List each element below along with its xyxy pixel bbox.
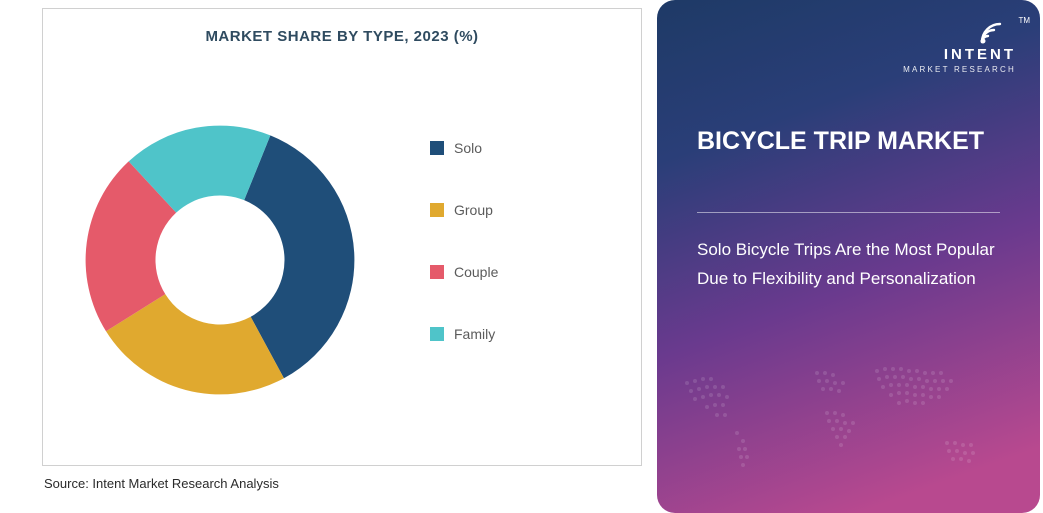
legend-item-solo: Solo bbox=[430, 140, 498, 156]
divider-line bbox=[697, 212, 1000, 213]
legend-label: Couple bbox=[454, 264, 498, 280]
brand-logo: INTENTTM MARKET RESEARCH bbox=[903, 18, 1016, 74]
logo-signal-icon bbox=[976, 18, 1016, 44]
root: MARKET SHARE BY TYPE, 2023 (%) Solo Group… bbox=[0, 0, 1043, 513]
legend-label: Solo bbox=[454, 140, 482, 156]
donut-svg bbox=[80, 120, 360, 400]
legend-swatch bbox=[430, 141, 444, 155]
world-map-bg bbox=[657, 323, 1040, 513]
legend-item-family: Family bbox=[430, 326, 498, 342]
logo-tm: TM bbox=[1018, 16, 1030, 25]
headline: BICYCLE TRIP MARKET bbox=[697, 126, 1004, 157]
subhead: Solo Bicycle Trips Are the Most Popular … bbox=[697, 236, 996, 294]
legend-label: Family bbox=[454, 326, 495, 342]
legend: Solo Group Couple Family bbox=[430, 140, 498, 342]
logo-sub-text: MARKET RESEARCH bbox=[903, 65, 1016, 74]
left-panel: MARKET SHARE BY TYPE, 2023 (%) Solo Group… bbox=[0, 0, 660, 513]
legend-swatch bbox=[430, 203, 444, 217]
chart-title: MARKET SHARE BY TYPE, 2023 (%) bbox=[42, 28, 642, 45]
donut-chart bbox=[80, 120, 360, 400]
legend-swatch bbox=[430, 327, 444, 341]
right-inner: INTENTTM MARKET RESEARCH BICYCLE TRIP MA… bbox=[657, 0, 1040, 513]
legend-item-group: Group bbox=[430, 202, 498, 218]
source-text: Source: Intent Market Research Analysis bbox=[44, 476, 279, 491]
right-panel: INTENTTM MARKET RESEARCH BICYCLE TRIP MA… bbox=[657, 0, 1040, 513]
legend-label: Group bbox=[454, 202, 493, 218]
legend-item-couple: Couple bbox=[430, 264, 498, 280]
logo-brand-text: INTENT bbox=[944, 46, 1016, 63]
legend-swatch bbox=[430, 265, 444, 279]
